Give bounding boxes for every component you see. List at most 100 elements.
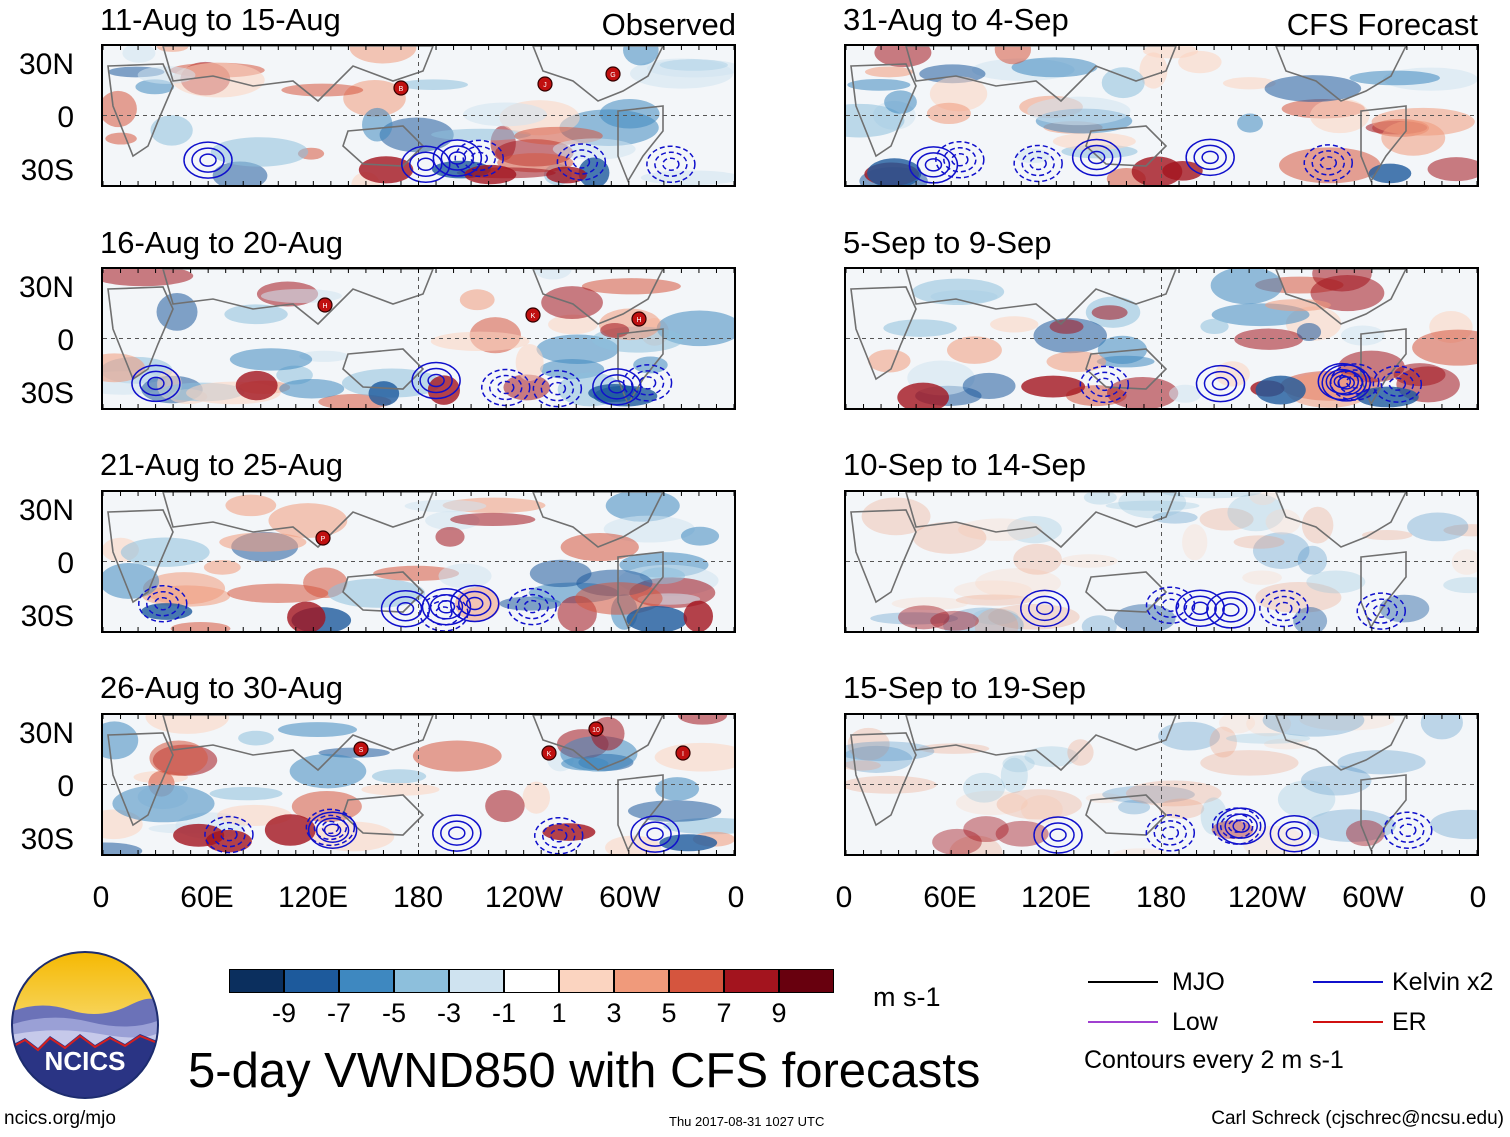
- kelvin-contour: [1214, 597, 1248, 623]
- shading-blob: [1046, 351, 1107, 373]
- shading-blob: [1277, 780, 1336, 819]
- kelvin-contour: [147, 376, 165, 391]
- coastline: [1085, 794, 1168, 836]
- storm-label: H: [636, 317, 641, 324]
- shading-blob: [1101, 67, 1145, 99]
- shading-blob: [912, 278, 1005, 306]
- shading-blob: [847, 727, 890, 761]
- storm-marker: H: [317, 297, 333, 313]
- kelvin-contour: [1380, 371, 1415, 397]
- legend-line-low: [1088, 1021, 1158, 1023]
- legend-label-er: ER: [1392, 1008, 1427, 1036]
- kelvin-contour: [1049, 828, 1067, 842]
- shading-blob: [435, 527, 465, 547]
- legend-line-er: [1313, 1021, 1383, 1023]
- colorbar-swatch: [504, 969, 559, 993]
- shading-blob: [963, 772, 1006, 803]
- colorbar-swatch: [229, 969, 284, 993]
- lon-label-120e: 120E: [277, 881, 349, 914]
- shading-blob: [677, 715, 728, 725]
- kelvin-contour: [951, 153, 969, 167]
- kelvin-contour: [427, 373, 445, 388]
- shading-blob: [974, 608, 1019, 631]
- panel-title-left-3: 21-Aug to 25-Aug: [100, 447, 344, 482]
- shading-blob: [1345, 820, 1385, 847]
- shading-blob: [655, 777, 700, 801]
- shading-blob: [1158, 721, 1220, 751]
- kelvin-contour: [548, 381, 567, 396]
- shading-blob: [142, 585, 231, 607]
- kelvin-contour: [454, 139, 504, 178]
- shading-blob: [874, 46, 932, 68]
- shading-blob: [912, 521, 987, 554]
- kelvin-contour: [440, 820, 474, 846]
- legend-label-low: Low: [1172, 1008, 1218, 1036]
- observed-label: Observed: [601, 7, 736, 42]
- shading-blob: [1337, 750, 1426, 775]
- colorbar-tick: 9: [771, 998, 787, 1028]
- kelvin-contour: [1029, 156, 1047, 171]
- storm-marker: J: [537, 76, 553, 92]
- kelvin-contour: [1211, 807, 1262, 845]
- kelvin-contour: [622, 364, 673, 402]
- kelvin-contour: [564, 149, 599, 175]
- shading-blob: [541, 286, 603, 320]
- shading-blob: [897, 382, 949, 408]
- shading-blob: [464, 164, 517, 185]
- shading-blob: [1265, 509, 1301, 535]
- shading-blob: [368, 381, 400, 406]
- shading-blob: [1306, 570, 1366, 594]
- shading-blob: [1237, 113, 1263, 133]
- kelvin-contour: [449, 584, 500, 623]
- shading-blob: [883, 319, 957, 337]
- coastline: [1360, 105, 1407, 183]
- coastline: [532, 46, 664, 102]
- kelvin-contour: [1277, 820, 1312, 847]
- storm-label: J: [543, 82, 547, 89]
- kelvin-contour: [1391, 817, 1425, 844]
- storm-icon: [675, 745, 691, 761]
- lon-label-60w: 60W: [599, 881, 661, 914]
- kelvin-contour: [154, 596, 172, 611]
- shading-blob: [120, 537, 210, 567]
- coastline: [1275, 492, 1407, 548]
- kelvin-contour: [1201, 150, 1219, 165]
- shading-blob: [279, 379, 345, 399]
- shading-blob: [224, 304, 288, 325]
- kelvin-contour: [1372, 604, 1391, 618]
- shading-blob: [846, 745, 913, 773]
- footer-author: Carl Schreck (cjschrec@ncsu.edu): [1211, 1108, 1504, 1129]
- lon-label-120e: 120E: [1020, 881, 1092, 914]
- map-canvas: [846, 492, 1477, 631]
- storm-label: 10: [592, 727, 600, 734]
- coastline: [107, 509, 174, 604]
- coastline: [1275, 269, 1407, 325]
- colorbar-tick: -3: [436, 998, 462, 1028]
- colorbar-swatch: [614, 969, 669, 993]
- shading-blob: [398, 79, 468, 91]
- kelvin-contour: [139, 370, 173, 397]
- shading-blob: [633, 356, 668, 374]
- shading-blob: [646, 59, 734, 78]
- shading-blob: [1234, 328, 1303, 350]
- shading-blob: [1299, 715, 1395, 731]
- map-canvas: S K 10 I: [103, 715, 734, 854]
- kelvin-contour: [916, 152, 951, 178]
- shading-blob: [891, 597, 968, 610]
- shading-blob: [203, 559, 241, 575]
- shading-blob: [1412, 329, 1477, 366]
- footer-link[interactable]: ncics.org/mjo: [4, 1108, 116, 1129]
- kelvin-contour: [1364, 598, 1399, 624]
- kelvin-contour: [572, 155, 591, 169]
- map-panel-right-2: [844, 267, 1479, 410]
- shading-blob: [1143, 46, 1199, 59]
- shading-blob: [1168, 384, 1202, 403]
- coastline: [1275, 715, 1407, 771]
- kelvin-contour: [1145, 814, 1196, 852]
- shading-blob: [578, 157, 610, 185]
- colorbar-swatch: [559, 969, 614, 993]
- shading-blob: [846, 775, 937, 794]
- storm-marker: I: [675, 745, 691, 761]
- shading-blob: [654, 742, 734, 772]
- storm-marker: S: [353, 741, 369, 757]
